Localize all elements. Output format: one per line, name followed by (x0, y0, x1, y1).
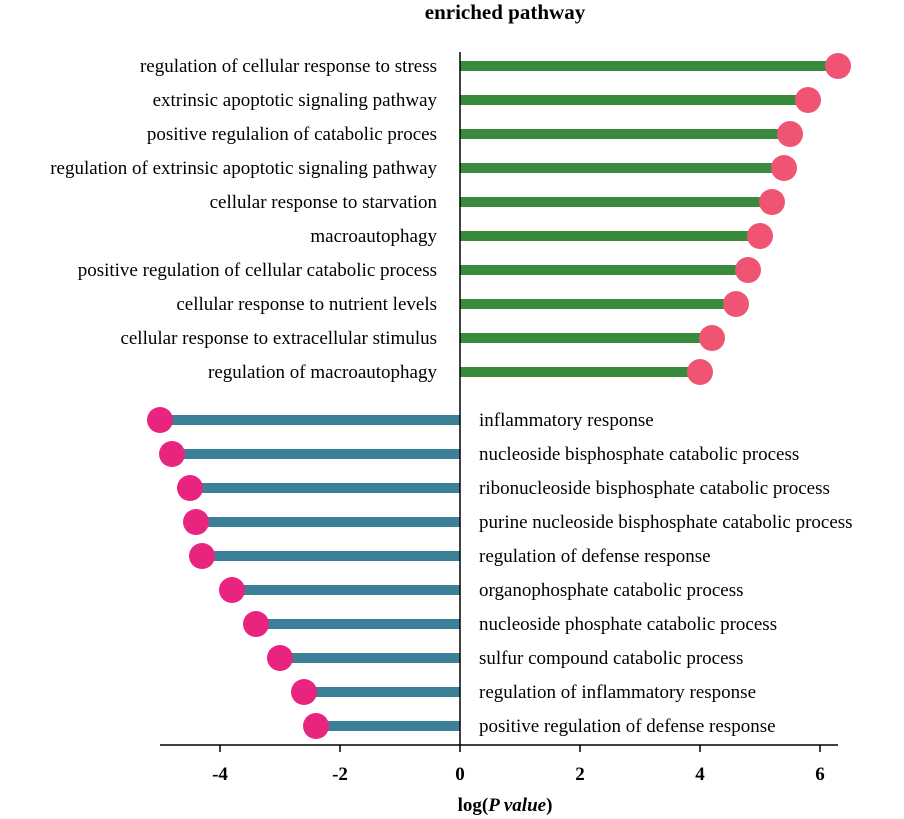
x-axis-title-prefix: log( (458, 795, 489, 816)
negative-dot-4 (189, 543, 215, 569)
negative-dot-2 (177, 475, 203, 501)
x-tick-label-1: -2 (332, 764, 348, 785)
x-axis-title-suffix: ) (546, 795, 552, 816)
stems-group (160, 61, 838, 731)
chart-title: enriched pathway (425, 0, 586, 24)
positive-category-label-8: cellular response to extracellular stimu… (120, 328, 437, 349)
negative-dot-9 (303, 713, 329, 739)
x-tick-label-3: 2 (575, 764, 585, 785)
negative-stem-7 (280, 653, 460, 663)
positive-stem-9 (460, 367, 700, 377)
positive-category-label-9: regulation of macroautophagy (208, 362, 437, 383)
category-labels-group: regulation of cellular response to stres… (50, 56, 852, 737)
x-tick-label-0: -4 (212, 764, 228, 785)
negative-dot-3 (183, 509, 209, 535)
negative-category-label-0: inflammatory response (479, 410, 654, 431)
negative-dot-1 (159, 441, 185, 467)
negative-category-label-2: ribonucleoside bisphosphate catabolic pr… (479, 478, 830, 499)
negative-stem-9 (316, 721, 460, 731)
negative-stem-5 (232, 585, 460, 595)
positive-category-label-7: cellular response to nutrient levels (176, 294, 437, 315)
negative-category-label-4: regulation of defense response (479, 546, 711, 567)
positive-dot-4 (759, 189, 785, 215)
negative-dot-6 (243, 611, 269, 637)
negative-dot-0 (147, 407, 173, 433)
positive-stem-4 (460, 197, 772, 207)
positive-dot-0 (825, 53, 851, 79)
positive-dot-9 (687, 359, 713, 385)
positive-category-label-2: positive regulalion of catabolic proces (147, 124, 437, 145)
positive-dot-7 (723, 291, 749, 317)
positive-dot-2 (777, 121, 803, 147)
positive-stem-3 (460, 163, 784, 173)
positive-category-label-5: macroautophagy (310, 226, 437, 247)
negative-stem-8 (304, 687, 460, 697)
x-tick-label-4: 4 (695, 764, 705, 785)
negative-stem-4 (202, 551, 460, 561)
positive-category-label-0: regulation of cellular response to stres… (140, 56, 437, 77)
negative-stem-0 (160, 415, 460, 425)
positive-dot-6 (735, 257, 761, 283)
dots-group (147, 53, 851, 739)
positive-stem-0 (460, 61, 838, 71)
positive-dot-5 (747, 223, 773, 249)
negative-category-label-6: nucleoside phosphate catabolic process (479, 614, 777, 635)
positive-category-label-3: regulation of extrinsic apoptotic signal… (50, 158, 437, 179)
positive-stem-8 (460, 333, 712, 343)
negative-stem-3 (196, 517, 460, 527)
negative-stem-1 (172, 449, 460, 459)
negative-category-label-5: organophosphate catabolic process (479, 580, 744, 601)
negative-category-label-1: nucleoside bisphosphate catabolic proces… (479, 444, 799, 465)
negative-dot-7 (267, 645, 293, 671)
positive-stem-6 (460, 265, 748, 275)
positive-stem-1 (460, 95, 808, 105)
negative-category-label-3: purine nucleoside bisphosphate catabolic… (479, 512, 853, 533)
positive-category-label-4: cellular response to starvation (210, 192, 438, 213)
negative-category-label-9: positive regulation of defense response (479, 716, 776, 737)
negative-category-label-8: regulation of inflammatory response (479, 682, 756, 703)
negative-stem-2 (190, 483, 460, 493)
positive-stem-7 (460, 299, 736, 309)
positive-stem-2 (460, 129, 790, 139)
x-axis-title-italic: P value (487, 795, 546, 816)
x-axis-title: log(P value) (458, 795, 553, 816)
positive-category-label-6: positive regulation of cellular cataboli… (78, 260, 437, 281)
negative-dot-5 (219, 577, 245, 603)
positive-stem-5 (460, 231, 760, 241)
positive-category-label-1: extrinsic apoptotic signaling pathway (153, 90, 438, 111)
negative-stem-6 (256, 619, 460, 629)
positive-dot-1 (795, 87, 821, 113)
x-ticks-group: -4 -2 0 2 4 6 (212, 745, 825, 785)
x-tick-label-2: 0 (455, 764, 465, 785)
positive-dot-3 (771, 155, 797, 181)
positive-dot-8 (699, 325, 725, 351)
negative-category-label-7: sulfur compound catabolic process (479, 648, 743, 669)
x-tick-label-5: 6 (815, 764, 825, 785)
negative-dot-8 (291, 679, 317, 705)
